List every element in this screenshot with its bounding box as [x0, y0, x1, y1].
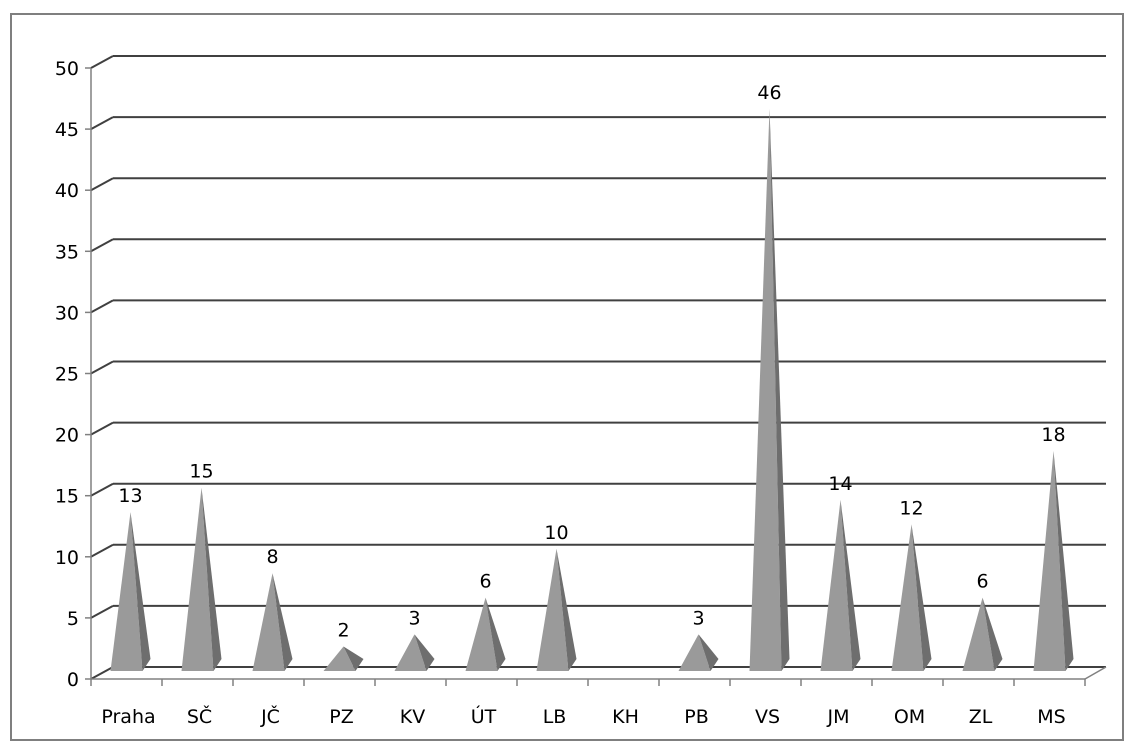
gridline-wall-15: [90, 482, 114, 497]
y-tick-label-30: 30: [55, 302, 79, 324]
bar-0: [110, 512, 151, 671]
bars: [110, 108, 1074, 671]
y-tick-label-50: 50: [55, 58, 79, 80]
bar-face-3: [323, 646, 356, 671]
y-axis-tick-labels: 0 5 10 15 20 25 30 35 40 45 50: [55, 58, 79, 691]
x-tick-label-0: Praha: [101, 706, 155, 728]
bar-3: [323, 646, 364, 671]
bar-face-10: [820, 499, 853, 671]
bar-10: [820, 499, 861, 671]
data-label-2: 8: [266, 546, 278, 568]
bar-side-8: [698, 634, 719, 671]
x-tick-label-1: SČ: [187, 704, 212, 728]
data-label-0: 13: [118, 485, 142, 507]
y-tick-label-5: 5: [67, 608, 79, 630]
bar-2: [252, 573, 293, 671]
bar-side-12: [982, 597, 1003, 671]
y-tick-label-10: 10: [55, 547, 79, 569]
x-tick-label-6: LB: [543, 706, 567, 728]
gridline-wall-40: [90, 177, 114, 192]
bar-1: [181, 487, 222, 671]
gridlines: [90, 55, 1106, 680]
bar-5: [465, 597, 506, 671]
bar-side-5: [485, 597, 506, 671]
x-tick-label-11: OM: [894, 706, 925, 728]
gridline-wall-0: [90, 666, 114, 680]
data-label-8: 3: [692, 607, 704, 629]
bar-face-6: [536, 548, 569, 671]
y-tick-label-15: 15: [55, 486, 79, 508]
data-label-4: 3: [408, 607, 420, 629]
x-tick-label-8: PB: [684, 706, 709, 728]
bar-face-2: [252, 573, 285, 671]
bar-side-1: [201, 487, 222, 671]
bar-side-13: [1053, 451, 1074, 671]
bar-face-5: [465, 597, 498, 671]
data-label-5: 6: [479, 571, 491, 593]
gridline-wall-25: [90, 360, 114, 375]
gridline-wall-30: [90, 299, 114, 314]
data-label-11: 12: [899, 497, 923, 519]
y-tick-label-0: 0: [67, 669, 79, 691]
data-label-9: 46: [757, 82, 781, 104]
data-label-1: 15: [189, 461, 213, 483]
y-tick-label-45: 45: [55, 119, 79, 141]
x-tick-label-9: VS: [755, 706, 780, 728]
y-tick-label-25: 25: [55, 364, 79, 386]
x-tick-label-10: JM: [827, 706, 850, 728]
bar-side-9: [769, 108, 790, 671]
bar-face-8: [678, 634, 711, 671]
bar-face-1: [181, 487, 214, 671]
data-label-3: 2: [337, 620, 349, 642]
bar-side-2: [272, 573, 293, 671]
gridline-wall-50: [90, 55, 114, 69]
x-tick-label-2: JČ: [260, 704, 280, 728]
bar-face-11: [891, 524, 924, 671]
y-tick-label-20: 20: [55, 425, 79, 447]
x-tick-label-4: KV: [400, 706, 425, 728]
bar-side-3: [343, 646, 364, 671]
x-tick-label-7: KH: [612, 706, 639, 728]
bar-face-12: [962, 597, 995, 671]
y-tick-label-35: 35: [55, 241, 79, 263]
y-tick-label-40: 40: [55, 180, 79, 202]
bar-8: [678, 634, 719, 671]
data-label-12: 6: [976, 571, 988, 593]
gridline-wall-10: [90, 543, 114, 558]
bar-side-11: [911, 524, 932, 671]
gridline-wall-45: [90, 116, 114, 130]
data-labels: 13 15 8 2 3 6 10 3 46 14 12 6 18: [118, 82, 1065, 642]
gridline-wall-35: [90, 238, 114, 253]
gridline-wall-5: [90, 605, 114, 619]
gridline-wall-20: [90, 421, 114, 436]
bar-9: [749, 108, 790, 671]
bar-12: [962, 597, 1003, 671]
x-tick-label-13: MS: [1037, 706, 1065, 728]
bar-11: [891, 524, 932, 671]
data-label-10: 14: [828, 473, 852, 495]
bar-face-4: [394, 634, 427, 671]
data-label-13: 18: [1041, 424, 1065, 446]
floor-right-edge: [1084, 666, 1107, 680]
bar-6: [536, 548, 577, 671]
bar-face-9: [749, 108, 782, 671]
x-axis-tick-labels: Praha SČ JČ PZ KV ÚT LB KH PB VS JM OM ZL MS: [101, 704, 1065, 728]
x-tick-label-12: ZL: [969, 706, 993, 728]
bar-4: [394, 634, 435, 671]
data-label-6: 10: [544, 522, 568, 544]
x-tick-label-3: PZ: [329, 706, 353, 728]
x-tick-label-5: ÚT: [471, 704, 497, 728]
axes: [85, 67, 1107, 686]
bar-side-6: [556, 548, 577, 671]
bar-side-0: [130, 512, 151, 671]
bar-side-4: [414, 634, 435, 671]
bar-face-13: [1033, 451, 1066, 671]
bar-face-0: [110, 512, 143, 671]
bar-13: [1033, 451, 1074, 671]
bar-side-10: [840, 499, 861, 671]
